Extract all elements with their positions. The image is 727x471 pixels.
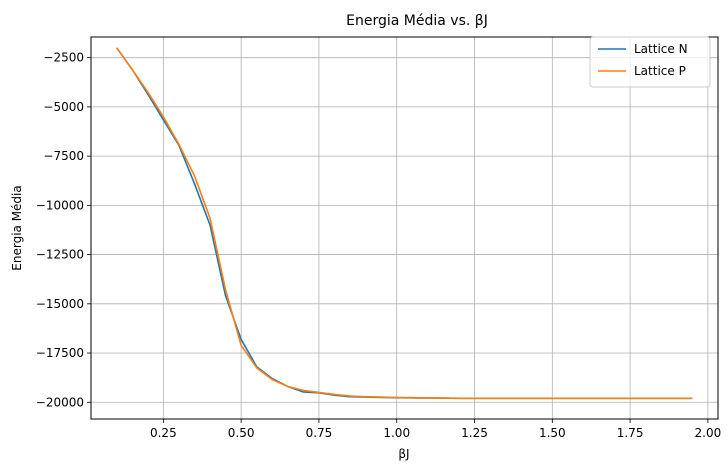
series-lines (116, 47, 693, 400)
x-axis: 0.25 0.50 0.75 1.00 1.25 1.50 1.75 2.00 (150, 419, 721, 440)
y-tick-label: −2500 (43, 51, 84, 65)
x-tick-label: 0.75 (306, 426, 333, 440)
legend-label: Lattice P (634, 64, 686, 78)
x-tick-label: 0.25 (150, 426, 177, 440)
y-tick-label: −15000 (36, 297, 84, 311)
y-tick-label: −10000 (36, 198, 84, 212)
y-axis: −2500 −5000 −7500 −10000 −12500 −15000 −17500 −… (36, 51, 91, 409)
y-tick-label: −20000 (36, 395, 84, 409)
plot-frame (90, 36, 719, 420)
y-tick-label: −12500 (36, 248, 84, 262)
y-axis-label: Energia Média (10, 185, 24, 270)
grid-lines (91, 37, 718, 419)
x-tick-label: 0.50 (228, 426, 255, 440)
x-tick-label: 2.00 (695, 426, 722, 440)
y-tick-label: −5000 (43, 100, 84, 114)
x-tick-label: 1.75 (617, 426, 644, 440)
legend: Lattice N Lattice P (589, 36, 711, 88)
chart-title: Energia Média vs. βJ (346, 13, 488, 29)
x-tick-label: 1.50 (539, 426, 566, 440)
x-tick-label: 1.25 (461, 426, 488, 440)
x-axis-label: βJ (398, 447, 409, 461)
y-tick-label: −17500 (36, 346, 84, 360)
x-tick-label: 1.00 (383, 426, 410, 440)
y-tick-label: −7500 (43, 149, 84, 163)
legend-label: Lattice N (634, 42, 688, 56)
series-line-lattice-p (116, 47, 693, 400)
